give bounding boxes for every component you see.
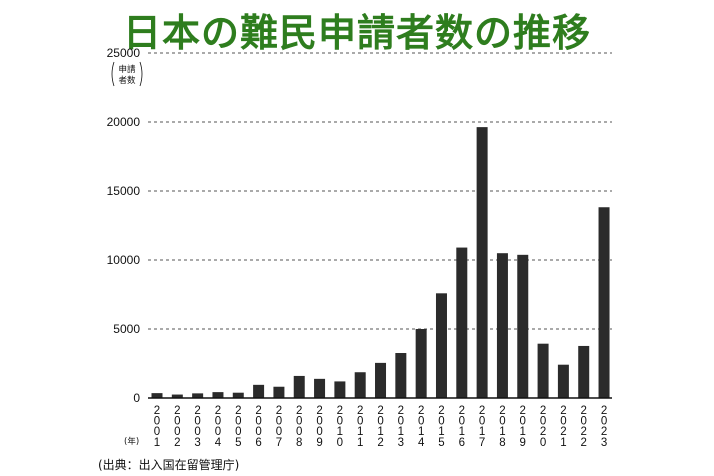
bar-2010 bbox=[334, 381, 346, 398]
bar-2022 bbox=[578, 345, 590, 398]
bar-2009 bbox=[314, 378, 326, 398]
bar-2021 bbox=[557, 364, 569, 398]
gridlines bbox=[148, 52, 612, 330]
bar-2001 bbox=[151, 393, 163, 398]
bar-2017 bbox=[476, 127, 488, 398]
bar-2023 bbox=[598, 207, 610, 398]
bar-2006 bbox=[253, 384, 265, 398]
y-tick-label: 20000 bbox=[107, 115, 141, 129]
bar-2003 bbox=[192, 393, 204, 398]
bar-2005 bbox=[232, 392, 244, 398]
bar-2008 bbox=[293, 375, 305, 398]
bar-2012 bbox=[375, 362, 387, 398]
bar-2013 bbox=[395, 353, 407, 398]
y-tick-label: 15000 bbox=[107, 184, 141, 198]
source-note: (出典：出入国在留管理庁) bbox=[98, 458, 240, 472]
bar-2015 bbox=[435, 293, 447, 398]
x-axis-unit-label: (年) bbox=[124, 436, 139, 447]
bar-2002 bbox=[171, 394, 183, 398]
bars bbox=[151, 127, 610, 398]
y-axis-ticks: 0 5000 10000 15000 20000 25000 bbox=[107, 46, 141, 405]
bar-2004 bbox=[212, 392, 224, 398]
y-axis-label-line: 申請 bbox=[118, 64, 136, 75]
ylabel-paren-right bbox=[139, 61, 143, 87]
y-tick-label: 5000 bbox=[113, 322, 140, 336]
y-tick-label: 10000 bbox=[107, 253, 141, 267]
y-tick-label: 0 bbox=[133, 391, 140, 405]
bar-2014 bbox=[415, 329, 427, 398]
chart-title: 日本の難民申請者数の推移 bbox=[122, 11, 591, 55]
y-axis-label: 申請者数 bbox=[111, 61, 143, 87]
x-axis-ticks: 2 0 0 1 2 0 0 2 2 0 0 3 2 0 0 4 2 0 0 5 2 0 0 6 2 0 0 7 2 0 0 8 2 0 0 9 2 0 1 0… bbox=[154, 405, 607, 449]
y-axis-label-line: 者数 bbox=[118, 75, 136, 86]
bar-2011 bbox=[354, 372, 366, 398]
bar-2020 bbox=[537, 343, 549, 398]
y-tick-label: 25000 bbox=[107, 46, 141, 60]
bar-2007 bbox=[273, 386, 285, 398]
bar-2016 bbox=[456, 247, 468, 398]
bar-2019 bbox=[517, 254, 529, 398]
bar-2018 bbox=[496, 253, 508, 398]
ylabel-paren-left bbox=[111, 61, 115, 87]
